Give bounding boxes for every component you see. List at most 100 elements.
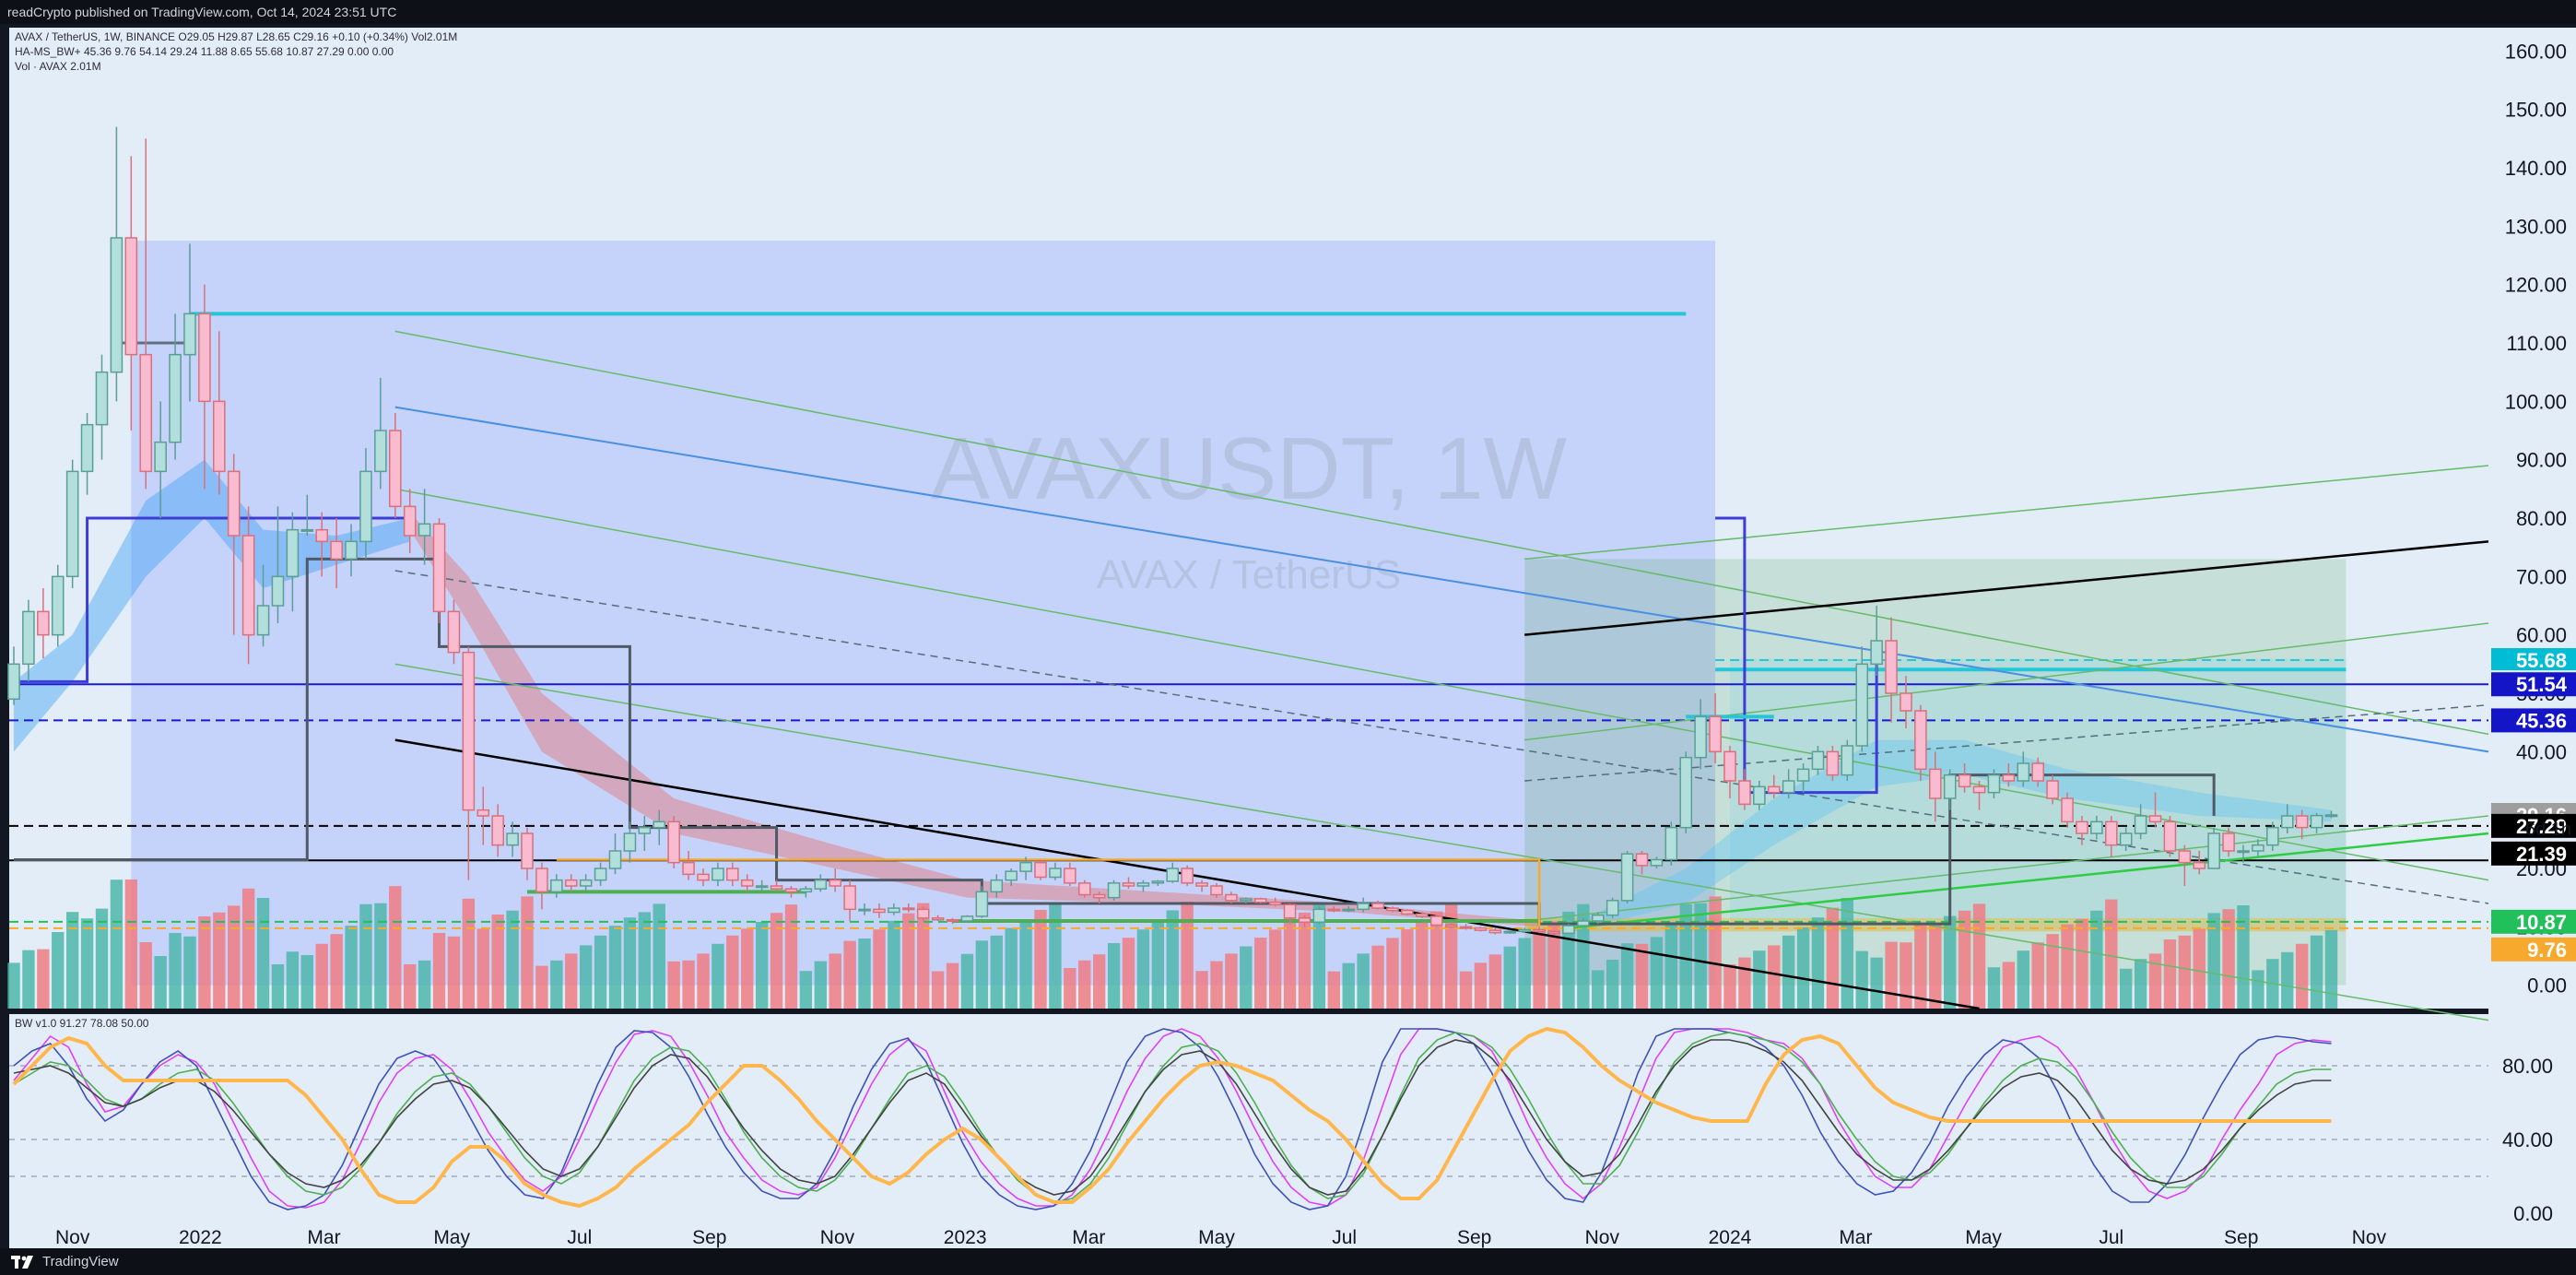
price-tick-label: 70.00 — [2516, 565, 2567, 588]
candle — [1401, 909, 1414, 915]
candle — [345, 524, 358, 577]
candle — [403, 489, 417, 553]
volume-bar — [65, 912, 79, 1009]
volume-bar — [1240, 946, 1253, 1009]
price-tick-label: 60.00 — [2516, 624, 2567, 647]
volume-bar — [858, 939, 871, 1009]
tradingview-logo[interactable]: TradingView — [11, 1248, 119, 1275]
price-tick-label: 140.00 — [2505, 157, 2567, 180]
candle — [447, 599, 461, 665]
candle-body — [462, 651, 476, 811]
volume-bar — [345, 926, 358, 1009]
candle — [1357, 897, 1370, 913]
candle-body — [1620, 853, 1634, 902]
candle — [65, 459, 79, 588]
candle-body — [1166, 868, 1180, 882]
volume-bar — [1841, 898, 1853, 1009]
price-axis-label: 21.39 — [2491, 841, 2576, 866]
time-tick-label: 2023 — [944, 1227, 987, 1248]
candle-body — [37, 610, 50, 636]
time-tick-label: May — [1965, 1227, 2002, 1248]
volume-bar — [594, 935, 607, 1009]
candle — [1826, 746, 1840, 781]
candle — [491, 804, 504, 857]
candle-body — [51, 575, 65, 636]
candle — [2134, 804, 2147, 840]
candle — [1738, 769, 1751, 810]
candle — [1195, 880, 1208, 892]
candle — [1870, 606, 1883, 676]
candle-body — [1591, 914, 1605, 922]
ema-cloud-blue-2024 — [1568, 739, 2332, 933]
candle — [1371, 900, 1384, 910]
time-tick-label: Nov — [55, 1227, 90, 1248]
candle-body — [1181, 868, 1194, 884]
candle-body — [1092, 893, 1106, 899]
bw-series-line — [13, 1028, 2332, 1209]
candle-body — [1064, 868, 1076, 884]
volume-bar — [873, 929, 886, 1009]
volume-bar — [2076, 918, 2088, 1009]
candle — [1885, 617, 1898, 723]
volume-bar — [22, 950, 35, 1009]
bw-series-line — [13, 1028, 2332, 1210]
volume-bar — [799, 971, 813, 1009]
volume-bar — [1459, 971, 1473, 1009]
candle — [1415, 912, 1429, 918]
volume-bar — [726, 935, 739, 1009]
candle-body — [1327, 908, 1341, 912]
candle-body — [858, 908, 871, 912]
volume-bar — [1210, 961, 1223, 1009]
candle-body — [183, 313, 196, 356]
time-tick-label: May — [433, 1227, 470, 1248]
candle — [1386, 906, 1399, 913]
candle-body — [770, 885, 783, 890]
candle-body — [1709, 715, 1722, 753]
publisher-bar: readCrypto published on TradingView.com,… — [0, 0, 2576, 24]
chart-svg[interactable]: AVAXUSDT, 1W AVAX / TetherUS 0.0010.0020… — [0, 24, 2576, 1248]
candle-body — [1782, 780, 1795, 794]
volume-bar — [843, 940, 856, 1009]
candle — [1327, 906, 1341, 913]
candle — [2207, 827, 2220, 869]
candle — [1283, 903, 1297, 925]
volume-bar — [241, 888, 255, 1009]
volume-bar — [1195, 971, 1208, 1009]
volume-bar — [2134, 959, 2147, 1009]
volume-bar — [2090, 910, 2103, 1009]
candle — [2017, 751, 2030, 787]
candle-body — [814, 879, 828, 890]
time-tick-label: May — [1198, 1227, 1235, 1248]
candle — [608, 833, 622, 875]
volume-bar — [432, 933, 446, 1009]
volume-bar — [1885, 941, 1898, 1009]
candle — [330, 518, 343, 588]
candle — [740, 874, 754, 892]
volume-bar — [1914, 924, 1927, 1009]
volume-bar — [1092, 954, 1106, 1009]
candle-body — [2046, 780, 2059, 799]
volume-bar — [741, 928, 754, 1009]
volume-bar — [1929, 923, 1942, 1009]
volume-bar — [1900, 942, 1912, 1009]
candle-body — [1225, 893, 1238, 902]
candle-body — [975, 891, 989, 917]
volume-bar — [608, 926, 622, 1009]
bw-series-line — [12, 1026, 2332, 1209]
candle-body — [169, 353, 182, 443]
volume-bar — [1664, 922, 1678, 1009]
candle — [1650, 856, 1664, 868]
volume-bar — [521, 896, 534, 1009]
volume-bar — [829, 953, 841, 1009]
legend-bw: BW v1.0 91.27 78.08 50.00 — [15, 1017, 149, 1030]
candle-body — [1664, 826, 1678, 861]
price-label-bg — [2491, 672, 2576, 697]
channel-green-mid — [394, 488, 2489, 881]
volume-bar — [888, 920, 900, 1009]
price-label-bg — [2491, 841, 2576, 866]
candle-body — [1723, 750, 1736, 782]
candle-body — [1429, 915, 1443, 927]
candle-body — [491, 815, 504, 846]
candle — [1049, 862, 1062, 880]
